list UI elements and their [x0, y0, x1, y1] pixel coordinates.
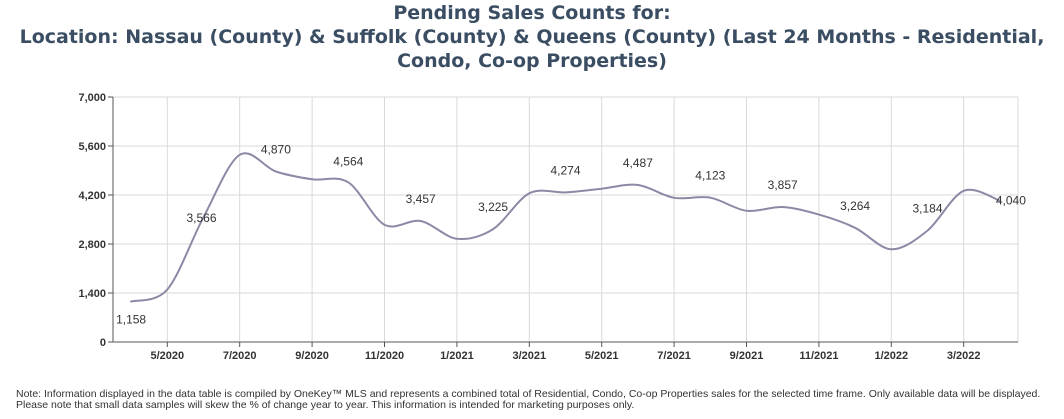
chart-gridlines [113, 96, 1019, 342]
y-tick-label: 2,800 [78, 239, 106, 251]
footnote-text: Note: Information displayed in the data … [16, 388, 1041, 411]
data-point [492, 228, 494, 230]
data-label: 3,857 [768, 178, 798, 192]
data-label: 1,158 [116, 312, 146, 326]
data-point [456, 238, 458, 240]
y-tick-label: 4,200 [78, 190, 106, 202]
data-label: 3,184 [912, 202, 942, 216]
x-tick-label: 1/2021 [440, 350, 474, 362]
data-label: 3,566 [186, 211, 216, 225]
y-tick-label: 7,000 [78, 92, 106, 104]
data-point [347, 181, 349, 183]
data-label: 4,274 [550, 163, 580, 177]
data-point [383, 224, 385, 226]
data-label: 4,870 [261, 143, 291, 157]
data-label: 4,123 [695, 169, 725, 183]
chart-title-line-3: Condo, Co-op Properties) [397, 50, 667, 72]
x-tick-label: 9/2021 [730, 350, 764, 362]
x-tick-label: 11/2020 [365, 350, 404, 362]
x-tick-label: 11/2021 [799, 350, 838, 362]
data-point [890, 248, 892, 250]
data-point [311, 178, 313, 180]
y-axis-tick-labels: 7,000 5,600 4,200 2,800 1,400 0 [78, 92, 106, 349]
chart-title-line-1: Pending Sales Counts for: [393, 2, 670, 24]
chart-title-line-2: Location: Nassau (County) & Suffolk (Cou… [20, 26, 1045, 48]
data-label: 4,040 [996, 194, 1026, 208]
data-point [963, 190, 965, 192]
data-point [130, 300, 132, 302]
data-point [673, 197, 675, 199]
series-line-group [130, 152, 1001, 303]
data-point [818, 213, 820, 215]
data-point [709, 196, 711, 198]
data-point [528, 192, 530, 194]
data-point [564, 191, 566, 193]
x-tick-label: 1/2022 [874, 350, 908, 362]
y-tick-label: 0 [100, 337, 106, 349]
chart-axes [108, 96, 1018, 347]
data-point [239, 154, 241, 156]
data-point [420, 220, 422, 222]
data-point [854, 227, 856, 229]
data-point [166, 288, 168, 290]
y-tick-label: 1,400 [78, 288, 106, 300]
x-tick-label: 5/2021 [585, 350, 619, 362]
x-tick-label: 3/2022 [947, 350, 981, 362]
data-point [637, 184, 639, 186]
x-tick-label: 7/2020 [223, 350, 257, 362]
data-labels: 1,158 3,566 4,870 4,564 3,457 3,225 4,274 4,487… [116, 143, 1026, 327]
data-label: 3,225 [478, 200, 508, 214]
data-label: 4,487 [623, 156, 653, 170]
data-label: 3,264 [840, 199, 870, 213]
x-tick-label: 5/2020 [150, 350, 184, 362]
x-tick-label: 9/2020 [295, 350, 329, 362]
data-point [782, 206, 784, 208]
y-tick-label: 5,600 [78, 141, 106, 153]
x-axis-tick-labels: 5/2020 7/2020 9/2020 11/2020 1/2021 3/2021 5/2… [150, 350, 980, 362]
data-label: 3,457 [406, 192, 436, 206]
data-label: 4,564 [333, 154, 363, 168]
data-point [745, 210, 747, 212]
x-tick-label: 7/2021 [657, 350, 691, 362]
chart-title: Pending Sales Counts for:Location: Nassa… [20, 2, 1045, 72]
data-point [275, 170, 277, 172]
data-point [601, 188, 603, 190]
data-point [926, 229, 928, 231]
series-line [130, 152, 1001, 303]
x-tick-label: 3/2021 [512, 350, 546, 362]
